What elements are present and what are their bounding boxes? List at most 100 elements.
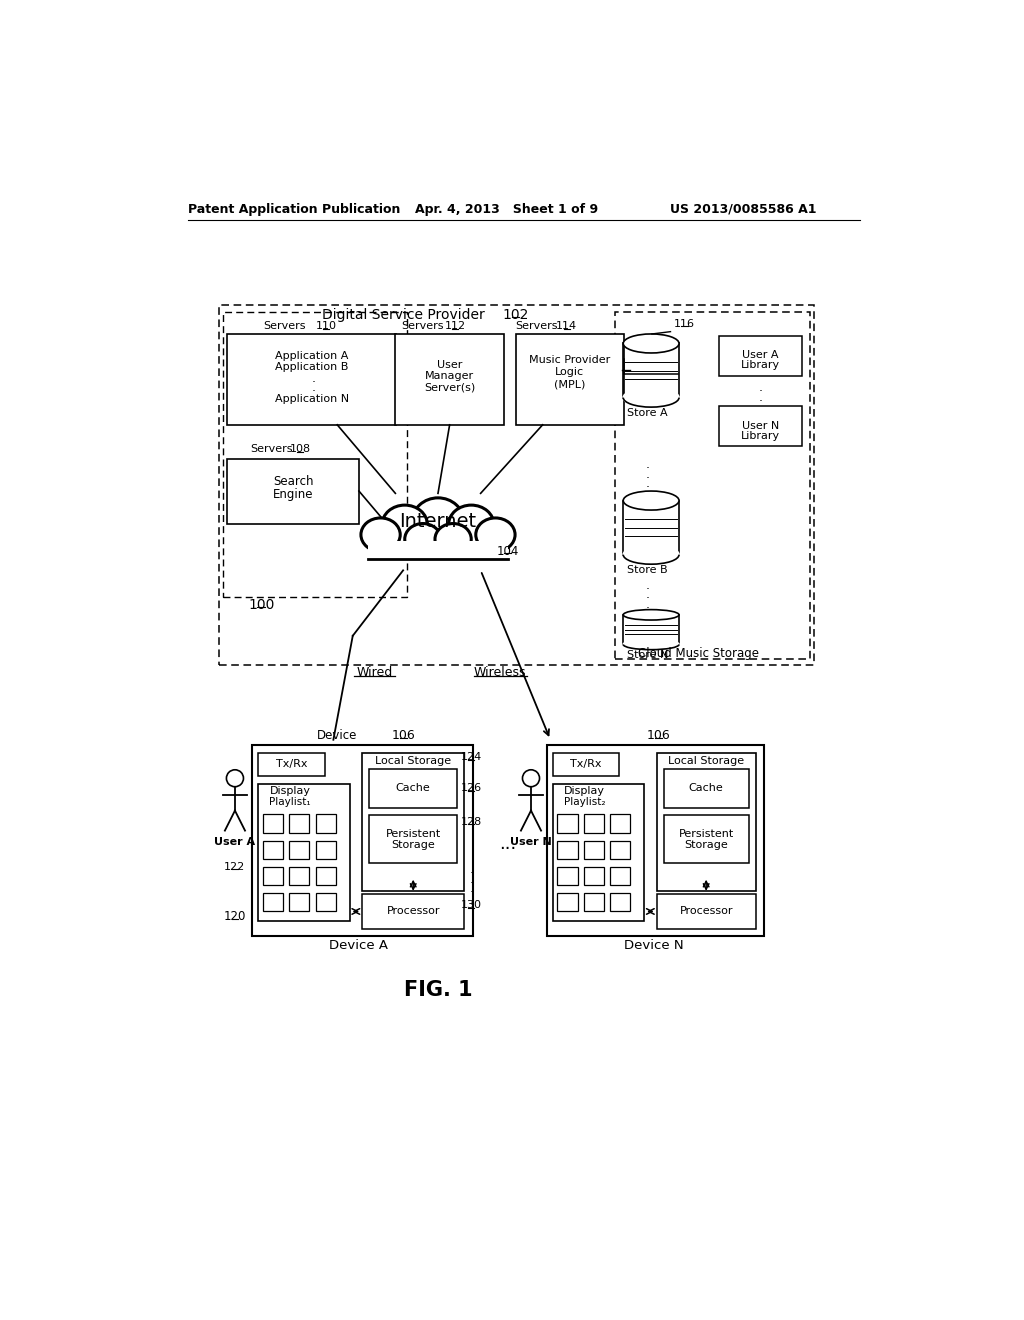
- Text: .: .: [645, 467, 649, 480]
- Text: Application N: Application N: [274, 395, 349, 404]
- Text: Local Storage: Local Storage: [668, 755, 744, 766]
- Text: .: .: [304, 381, 319, 395]
- Bar: [515, 334, 624, 425]
- Text: 122: 122: [224, 862, 246, 871]
- Text: Wired: Wired: [356, 667, 392, 680]
- Bar: [263, 892, 283, 911]
- Text: Store A: Store A: [627, 408, 668, 417]
- Circle shape: [226, 770, 244, 787]
- Ellipse shape: [624, 639, 679, 649]
- Text: Servers: Servers: [400, 321, 443, 331]
- Bar: [369, 541, 508, 560]
- Text: Logic: Logic: [555, 367, 585, 378]
- Text: 100: 100: [248, 598, 274, 612]
- Text: Device N: Device N: [624, 939, 683, 952]
- Text: Display: Display: [564, 787, 605, 796]
- Text: Wireless: Wireless: [474, 667, 526, 680]
- Bar: [362, 894, 464, 929]
- Text: 106: 106: [647, 730, 671, 742]
- Text: 120: 120: [224, 911, 246, 924]
- Text: .: .: [469, 882, 473, 895]
- Bar: [289, 841, 309, 859]
- Bar: [369, 770, 458, 808]
- Text: Server(s): Server(s): [424, 383, 475, 393]
- Text: US 2013/0085586 A1: US 2013/0085586 A1: [671, 203, 817, 215]
- Text: Cache: Cache: [689, 783, 724, 793]
- Bar: [227, 334, 396, 425]
- Text: Processor: Processor: [386, 907, 440, 916]
- Bar: [584, 814, 604, 833]
- Text: Application A: Application A: [275, 351, 348, 360]
- Bar: [258, 752, 325, 776]
- Bar: [362, 752, 464, 891]
- Bar: [263, 814, 283, 833]
- Bar: [252, 744, 473, 936]
- Circle shape: [522, 770, 540, 787]
- Bar: [289, 814, 309, 833]
- Text: Tx/Rx: Tx/Rx: [275, 759, 307, 770]
- Text: .: .: [469, 863, 473, 876]
- Ellipse shape: [435, 524, 471, 554]
- Text: ...: ...: [499, 834, 516, 853]
- Text: Apr. 4, 2013   Sheet 1 of 9: Apr. 4, 2013 Sheet 1 of 9: [415, 203, 598, 215]
- Bar: [656, 752, 756, 891]
- Text: Servers: Servers: [263, 321, 306, 331]
- Text: User A: User A: [214, 837, 256, 847]
- Text: Search: Search: [272, 475, 313, 488]
- Text: Storage: Storage: [391, 841, 435, 850]
- Bar: [584, 892, 604, 911]
- Text: Playlist₂: Playlist₂: [564, 797, 605, 807]
- Text: Internet: Internet: [399, 512, 476, 532]
- Bar: [664, 770, 749, 808]
- Bar: [263, 841, 283, 859]
- Text: Store N: Store N: [627, 649, 668, 660]
- Text: 114: 114: [556, 321, 578, 331]
- Text: Engine: Engine: [272, 487, 313, 500]
- Text: Persistent: Persistent: [679, 829, 734, 840]
- Text: Library: Library: [740, 430, 780, 441]
- Bar: [557, 892, 578, 911]
- Bar: [553, 752, 620, 776]
- Bar: [557, 841, 578, 859]
- Bar: [610, 867, 630, 886]
- Text: Tx/Rx: Tx/Rx: [570, 759, 602, 770]
- Ellipse shape: [449, 506, 494, 544]
- Text: 116: 116: [674, 319, 695, 329]
- Text: 128: 128: [461, 817, 482, 828]
- Text: User N: User N: [741, 421, 779, 430]
- Text: User A: User A: [742, 350, 778, 360]
- Text: 110: 110: [315, 321, 337, 331]
- Bar: [610, 892, 630, 911]
- Bar: [719, 407, 802, 446]
- Text: User N: User N: [510, 837, 552, 847]
- Text: .: .: [469, 873, 473, 886]
- Bar: [557, 867, 578, 886]
- Text: Device A: Device A: [330, 939, 388, 952]
- Text: 124: 124: [461, 752, 482, 763]
- Bar: [222, 313, 407, 598]
- Text: Device: Device: [317, 730, 357, 742]
- Text: .: .: [304, 372, 319, 385]
- Bar: [369, 816, 458, 863]
- Text: 126: 126: [461, 783, 482, 793]
- Bar: [547, 744, 764, 936]
- Ellipse shape: [404, 524, 441, 554]
- Ellipse shape: [624, 334, 679, 352]
- Ellipse shape: [382, 506, 427, 544]
- Ellipse shape: [624, 491, 679, 510]
- Text: Digital Service Provider: Digital Service Provider: [322, 308, 484, 322]
- Bar: [258, 784, 349, 921]
- Text: Store B: Store B: [627, 565, 668, 576]
- Bar: [315, 814, 336, 833]
- Text: .: .: [645, 458, 649, 471]
- Bar: [656, 894, 756, 929]
- Text: Playlist₁: Playlist₁: [269, 797, 311, 807]
- Text: .: .: [645, 477, 649, 490]
- Text: Library: Library: [740, 360, 780, 370]
- Text: Cache: Cache: [396, 783, 430, 793]
- Bar: [584, 841, 604, 859]
- Ellipse shape: [476, 517, 515, 552]
- Ellipse shape: [413, 498, 464, 545]
- Text: .: .: [645, 579, 649, 593]
- Text: .: .: [645, 598, 649, 611]
